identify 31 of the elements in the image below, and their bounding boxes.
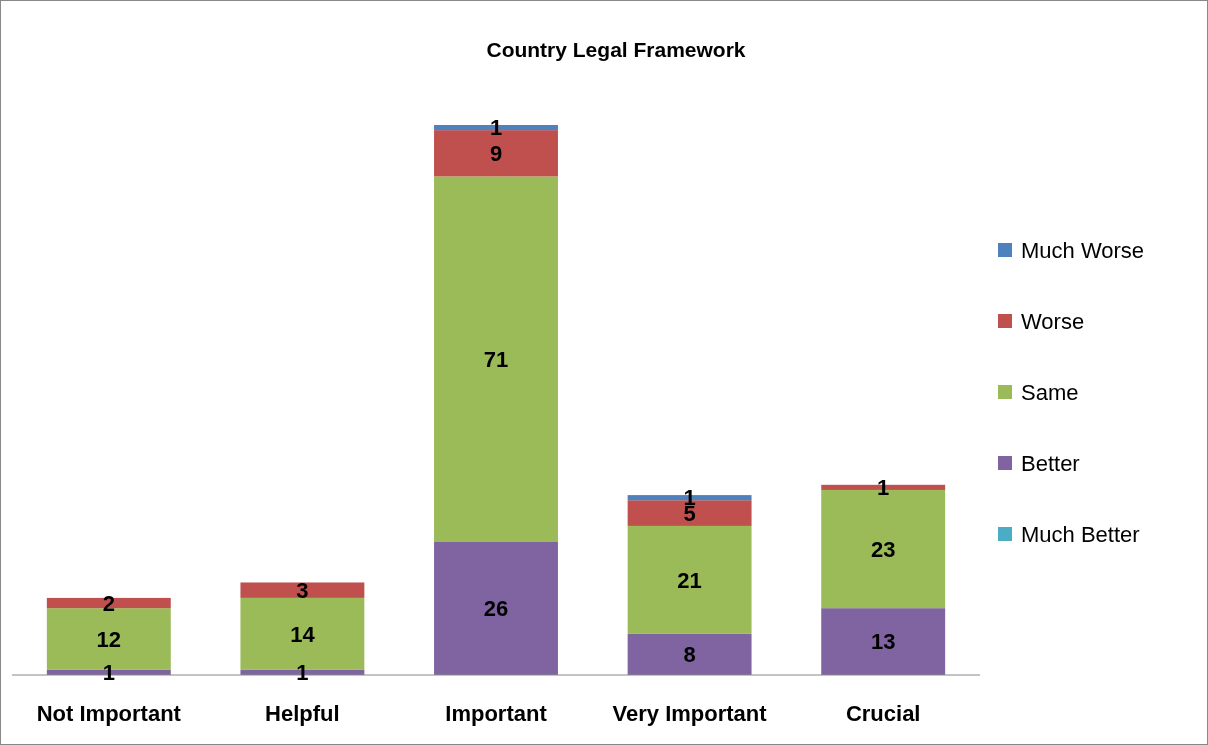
x-tick-label: Crucial — [845, 700, 921, 726]
bar — [240, 582, 365, 598]
x-tick-label: Not Important — [36, 700, 182, 726]
bar — [821, 608, 946, 675]
legend-label: Worse — [1021, 308, 1085, 334]
x-tick-label: Very Important — [612, 700, 768, 726]
chart-title: Country Legal Framework — [486, 38, 746, 62]
bar — [434, 541, 558, 675]
data-label: 71 — [483, 346, 509, 372]
data-label: 1 — [296, 660, 309, 686]
bar — [434, 176, 558, 542]
legend-label: Better — [1021, 450, 1080, 476]
bar — [627, 633, 752, 675]
legend-label: Same — [1021, 379, 1079, 405]
bar — [46, 597, 171, 609]
x-tick-label: Important — [445, 700, 548, 726]
data-label: 1 — [102, 660, 115, 686]
data-label: 21 — [677, 567, 702, 593]
data-label: 26 — [483, 595, 509, 621]
data-label: 8 — [683, 642, 696, 668]
x-tick-label: Helpful — [265, 700, 340, 726]
data-label: 23 — [870, 536, 896, 562]
legend-label: Much Worse — [1021, 237, 1145, 263]
data-label: 12 — [96, 626, 122, 652]
data-label: 14 — [290, 621, 316, 647]
data-label: 1 — [877, 475, 890, 501]
bar — [627, 525, 752, 634]
legend-label: Much Better — [1021, 521, 1140, 547]
data-label: 3 — [296, 577, 309, 603]
data-label: 13 — [870, 629, 896, 655]
data-label: 9 — [489, 140, 503, 166]
